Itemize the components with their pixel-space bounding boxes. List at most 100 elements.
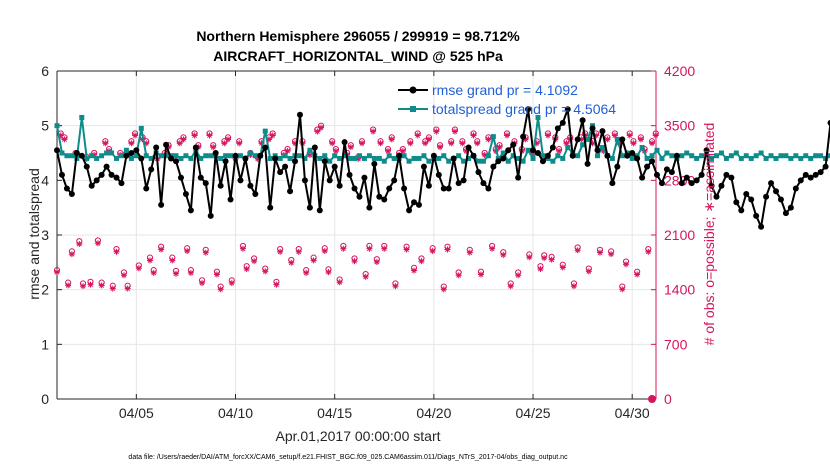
obs-assimilated-point [358,140,365,147]
legend-label: rmse grand pr = 4.1092 [432,82,578,98]
totalspread-point [133,153,139,159]
obs-assimilated-point [596,249,603,256]
rmse-point [688,180,695,187]
totalspread-point [307,147,313,153]
rmse-point [460,177,467,184]
rmse-point [445,185,452,192]
totalspread-point [426,158,432,164]
obs-assimilated-point [217,286,224,293]
obs-assimilated-point [544,132,551,139]
obs-assimilated-point [295,248,302,255]
obs-assimilated-point [273,281,280,288]
rmse-point [678,180,685,187]
rmse-point [54,147,60,154]
obs-assimilated-point [433,128,440,135]
rmse-point [495,158,502,165]
rmse-point [430,152,437,159]
rmse-point [822,163,829,170]
totalspread-point [287,155,293,161]
obs-assimilated-point [500,251,507,258]
rmse-point [197,174,204,181]
obs-assimilated-point [236,140,243,147]
obs-assimilated-point [414,132,421,139]
totalspread-point [684,150,690,156]
obs-assimilated-point [76,241,83,248]
rmse-point [182,191,189,197]
rmse-point [138,155,145,162]
rmse-point [232,152,239,159]
obs-assimilated-point [191,132,198,139]
obs-assimilated-point [626,132,633,139]
rmse-point [257,152,264,159]
totalspread-point [599,145,605,151]
rmse-point [336,182,343,189]
rmse-point [564,106,571,113]
rmse-point [763,193,770,200]
rmse-point [177,174,184,181]
totalspread-point [138,125,144,131]
rmse-point [143,185,150,192]
totalspread-point [198,155,204,161]
rmse-point [728,174,735,181]
rmse-point [787,204,794,211]
obs-assimilated-point [336,279,343,286]
obs-assimilated-point [392,283,399,290]
totalspread-point [267,155,273,161]
obs-assimilated-point [340,245,347,252]
totalspread-point [659,155,665,161]
rmse-point [584,160,591,167]
data-file-footnote: data file: /Users/raeder/DAI/ATM_forcXX/… [128,454,568,461]
rmse-point [440,185,447,192]
obs-assimilated-point [180,136,187,143]
obs-assimilated-point [98,282,105,289]
obs-assimilated-point [403,246,410,253]
totalspread-point [143,153,149,159]
rmse-point [153,144,160,151]
totalspread-point [505,158,511,164]
rmse-point [455,180,462,187]
obs-assimilated-point [570,283,577,290]
totalspread-point [758,150,764,156]
obs-assimilated-point [329,140,336,147]
obs-assimilated-point [422,140,429,147]
obs-assimilated-point [173,270,180,277]
totalspread-point [808,155,814,161]
obs-assimilated-point [68,251,75,258]
totalspread-point [371,155,377,161]
rmse-point [391,177,398,184]
rmse-point [505,147,512,154]
obs-assimilated-point [120,272,127,279]
totalspread-point [510,153,516,159]
obs-assimilated-point [407,140,414,147]
totalspread-point [609,155,615,161]
rmse-point [644,163,651,170]
rmse-point [58,171,65,178]
obs-assimilated-point [80,283,87,290]
obs-assimilated-point [206,132,213,139]
rmse-point [634,155,641,162]
rmse-point [723,171,730,178]
totalspread-point [485,153,491,159]
obs-assimilated-point [556,148,563,155]
totalspread-point [69,153,75,159]
obs-assimilated-point [429,248,436,255]
rmse-point [73,150,80,156]
rmse-point [589,125,596,132]
obs-assimilated-point [444,246,451,253]
y-right-tick-label: 0 [664,391,672,407]
rmse-point [569,152,576,159]
obs-assimilated-point [373,258,380,265]
rmse-point [277,169,284,176]
rmse-point [425,182,432,189]
rmse-point [490,163,497,170]
obs-assimilated-point [474,140,481,147]
rmse-point [326,177,333,184]
totalspread-point [560,155,566,161]
obs-assimilated-point [604,136,611,143]
rmse-point [609,180,616,187]
obs-assimilated-point [284,148,291,155]
rmse-point [658,180,665,187]
rmse-point [534,150,541,156]
obs-assimilated-point [381,245,388,252]
